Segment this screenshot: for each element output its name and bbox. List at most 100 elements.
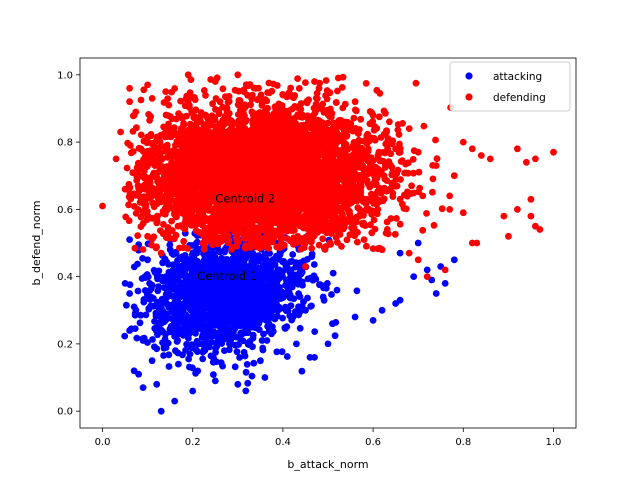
attacking-point (254, 294, 261, 301)
attacking-point (396, 249, 404, 257)
attacking-point (244, 341, 252, 348)
attacking-point (265, 313, 272, 321)
attacking-point (236, 283, 244, 291)
defending-point (408, 182, 415, 190)
attacking-point (216, 334, 224, 342)
attacking-point (310, 261, 318, 268)
defending-point (224, 99, 232, 106)
defending-point (412, 79, 420, 87)
attacking-point (329, 320, 336, 328)
attacking-point (152, 312, 160, 320)
attacking-point (204, 259, 211, 267)
attacking-point (291, 311, 299, 318)
attacking-point (144, 256, 152, 264)
attacking-point (157, 407, 165, 415)
attacking-point (242, 368, 250, 376)
attacking-point (136, 319, 144, 327)
attacking-point (240, 322, 248, 329)
defending-point (316, 79, 323, 87)
attacking-point (257, 275, 264, 283)
attacking-point (258, 337, 266, 344)
defending-point (391, 230, 399, 238)
attacking-point (263, 337, 271, 344)
attacking-point (211, 313, 218, 320)
attacking-point (278, 348, 286, 356)
attacking-point (231, 293, 239, 301)
attacking-point (259, 344, 267, 352)
attacking-point (271, 261, 279, 269)
attacking-point (283, 353, 291, 360)
attacking-point (162, 291, 170, 298)
attacking-point (224, 327, 232, 334)
attacking-point (243, 361, 251, 368)
attacking-point (230, 328, 237, 336)
defending-point (295, 85, 303, 92)
attacking-point (123, 301, 130, 309)
attacking-point (213, 343, 221, 350)
attacking-point (202, 315, 210, 323)
attacking-point (174, 336, 182, 344)
attacking-point (210, 291, 218, 299)
attacking-point (182, 281, 190, 288)
defending-point (429, 175, 437, 183)
attacking-point (130, 303, 138, 311)
attacking-point (266, 279, 274, 286)
attacking-point (245, 300, 253, 308)
attacking-point (192, 346, 200, 353)
attacking-point (188, 341, 196, 349)
attacking-point (198, 340, 206, 348)
attacking-point (166, 246, 174, 254)
attacking-point (153, 345, 161, 353)
attacking-point (180, 256, 188, 264)
attacking-point (178, 263, 185, 271)
attacking-point (262, 258, 270, 266)
attacking-point (207, 264, 214, 272)
attacking-point (286, 291, 294, 299)
attacking-point (180, 315, 188, 322)
attacking-point (396, 296, 404, 304)
attacking-point (244, 379, 252, 387)
attacking-point (230, 273, 238, 280)
defending-point (308, 238, 315, 246)
defending-point (162, 111, 170, 119)
defending-point (294, 75, 301, 82)
attacking-point (290, 279, 298, 287)
attacking-point (227, 310, 235, 318)
attacking-point (261, 374, 269, 381)
attacking-point (169, 266, 177, 274)
attacking-point (273, 348, 281, 356)
attacking-point (311, 354, 318, 361)
attacking-point (148, 357, 156, 365)
attacking-point (169, 261, 177, 268)
defending-point (322, 77, 330, 84)
attacking-point (201, 280, 209, 288)
defending-point (209, 100, 217, 108)
attacking-point (215, 261, 223, 269)
attacking-point (142, 274, 149, 281)
defending-point (416, 184, 424, 192)
attacking-point (414, 239, 422, 247)
attacking-point (289, 251, 297, 258)
defending-point (157, 227, 164, 235)
defending-point (333, 222, 341, 230)
defending-point (160, 99, 168, 106)
attacking-point (216, 278, 224, 285)
attacking-point (258, 299, 266, 306)
defending-point (322, 92, 329, 99)
points-layer (99, 71, 557, 415)
attacking-point (121, 332, 129, 340)
attacking-point (328, 291, 335, 298)
attacking-point (150, 295, 157, 302)
attacking-point (206, 343, 213, 351)
attacking-point (279, 314, 286, 322)
attacking-point (308, 253, 316, 260)
attacking-point (211, 377, 219, 385)
attacking-point (235, 341, 243, 348)
attacking-point (198, 272, 206, 280)
attacking-point (259, 289, 267, 297)
attacking-point (271, 315, 279, 323)
defending-point (224, 231, 232, 239)
attacking-point (182, 324, 190, 331)
attacking-point (194, 323, 202, 330)
defending-point (219, 85, 227, 93)
